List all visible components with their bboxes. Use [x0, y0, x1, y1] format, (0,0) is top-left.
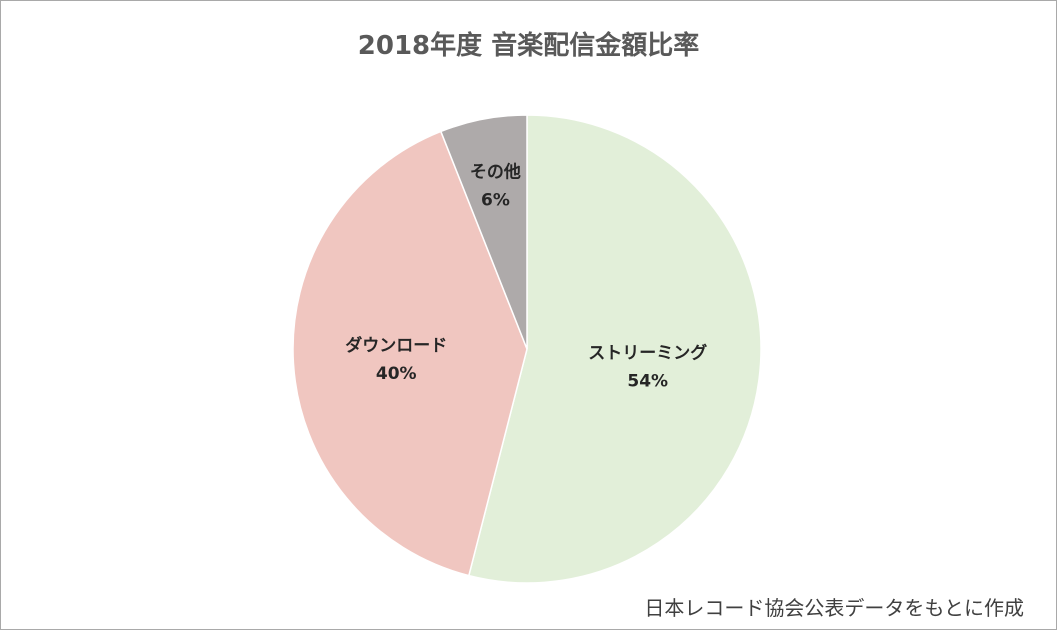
pie-slice-2	[292, 130, 528, 577]
slice-category-label: ダウンロード	[345, 335, 447, 356]
slice-category-label: その他	[470, 162, 521, 183]
pie-slice-1	[467, 114, 762, 584]
slice-value-label: 40%	[376, 364, 417, 384]
chart-title: 2018年度 音楽配信金額比率	[357, 31, 700, 61]
slice-value-label: 54%	[627, 371, 668, 391]
slice-value-label: 6%	[481, 191, 510, 211]
source-note: 日本レコード協会公表データをもとに作成	[644, 596, 1024, 620]
pie-slice-3	[439, 114, 528, 350]
slice-category-label: ストリーミング	[588, 342, 707, 363]
